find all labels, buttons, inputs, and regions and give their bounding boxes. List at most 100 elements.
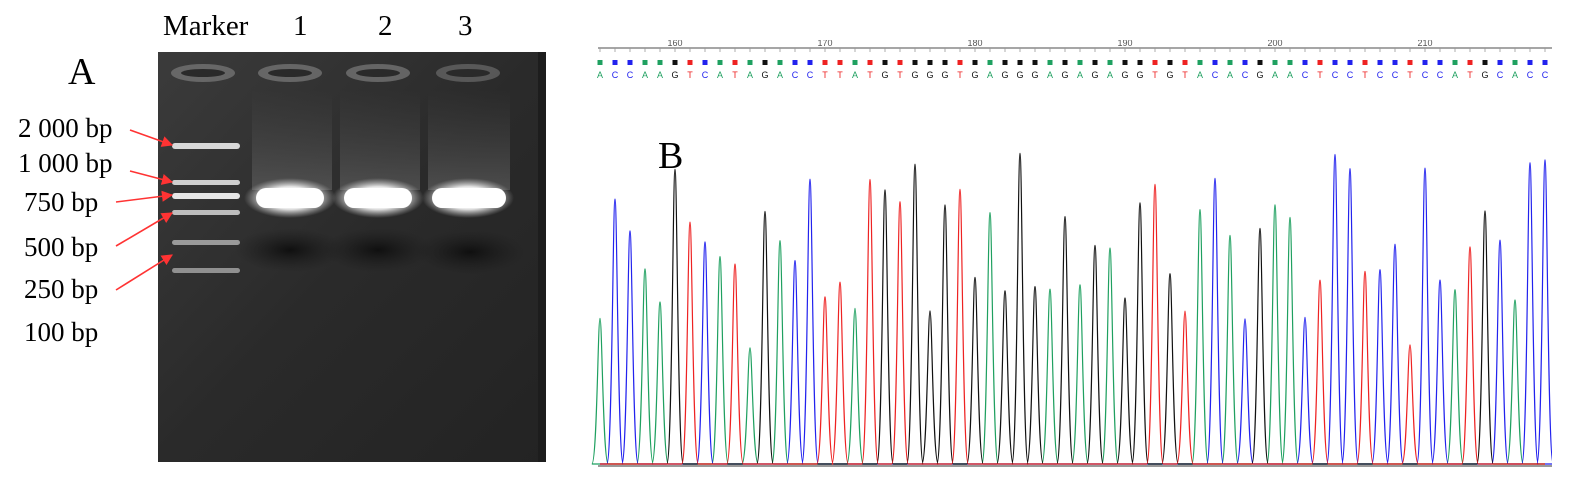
base-letter: T	[1362, 70, 1368, 80]
panel-a-letter: A	[68, 51, 96, 93]
lane-label-2: 2	[378, 10, 393, 42]
base-letter: C	[1347, 70, 1354, 80]
base-letter: T	[732, 70, 738, 80]
base-letter: C	[627, 70, 634, 80]
base-letter: G	[1031, 70, 1038, 80]
base-square	[1032, 60, 1038, 65]
base-square	[672, 60, 678, 65]
ruler: 160 170 180 190 200 210	[599, 40, 1546, 52]
ruler-number: 200	[1267, 40, 1282, 48]
base-square	[1317, 60, 1323, 65]
trace-T	[600, 178, 1545, 465]
base-letter: C	[1542, 70, 1549, 80]
base-letter: A	[642, 70, 648, 80]
base-letter: G	[671, 70, 678, 80]
base-square	[1107, 60, 1113, 65]
base-letter: G	[1016, 70, 1023, 80]
lane-label-3: 3	[458, 10, 473, 42]
base-square	[1227, 60, 1233, 65]
base-square	[612, 60, 618, 65]
base-square	[642, 60, 648, 65]
base-square	[1437, 60, 1443, 65]
ruler-number: 160	[667, 40, 682, 48]
base-letter: G	[881, 70, 888, 80]
base-square	[1182, 60, 1188, 65]
base-letter: C	[1437, 70, 1444, 80]
base-square	[1512, 60, 1518, 65]
base-square	[1017, 60, 1023, 65]
base-letter: T	[1407, 70, 1413, 80]
base-square	[957, 60, 963, 65]
base-letter: A	[747, 70, 753, 80]
base-square	[1212, 60, 1218, 65]
base-square	[867, 60, 873, 65]
base-square	[927, 60, 933, 65]
ladder-label-100: 100 bp	[24, 317, 99, 347]
base-square	[762, 60, 768, 65]
base-letter: A	[1047, 70, 1053, 80]
base-square	[1137, 60, 1143, 65]
base-letter: G	[926, 70, 933, 80]
base-letter: T	[897, 70, 903, 80]
gel-wells	[171, 64, 500, 82]
base-letter: C	[702, 70, 709, 80]
base-letter: A	[1272, 70, 1278, 80]
base-square	[627, 60, 633, 65]
base-letter: G	[1091, 70, 1098, 80]
base-letter: C	[1377, 70, 1384, 80]
base-square	[972, 60, 978, 65]
base-square	[717, 60, 723, 65]
ladder-pointer-arrows	[115, 129, 174, 291]
base-letter: T	[822, 70, 828, 80]
base-letter: T	[1467, 70, 1473, 80]
base-square	[852, 60, 858, 65]
base-letter: A	[852, 70, 858, 80]
base-letter: G	[1001, 70, 1008, 80]
base-letter: G	[1166, 70, 1173, 80]
base-square	[1152, 60, 1158, 65]
base-letter: A	[777, 70, 783, 80]
base-letter: T	[837, 70, 843, 80]
base-letter: T	[957, 70, 963, 80]
base-letter: T	[687, 70, 693, 80]
base-letter: C	[1497, 70, 1504, 80]
base-letter: G	[971, 70, 978, 80]
lane-label-1: 1	[293, 10, 308, 42]
base-letter: C	[1527, 70, 1534, 80]
base-square	[1257, 60, 1263, 65]
base-letter: G	[1481, 70, 1488, 80]
base-square	[807, 60, 813, 65]
marker-ladder-bands	[172, 143, 240, 273]
base-square	[1197, 60, 1203, 65]
base-letter: C	[612, 70, 619, 80]
base-call-squares	[597, 60, 1548, 65]
base-square	[1452, 60, 1458, 65]
ladder-label-2000: 2 000 bp	[18, 113, 113, 143]
base-letter: G	[1136, 70, 1143, 80]
base-square	[1077, 60, 1083, 65]
base-square	[1347, 60, 1353, 65]
base-square	[1272, 60, 1278, 65]
trace-G	[600, 152, 1545, 465]
base-square	[1167, 60, 1173, 65]
lane-label-marker: Marker	[163, 10, 249, 42]
base-square	[747, 60, 753, 65]
base-letter: A	[597, 70, 603, 80]
base-letter: C	[1242, 70, 1249, 80]
base-square	[1242, 60, 1248, 65]
panel-b-letter: B	[658, 135, 684, 177]
base-letter: G	[941, 70, 948, 80]
base-square	[1047, 60, 1053, 65]
base-letter: A	[1287, 70, 1293, 80]
base-square	[1407, 60, 1413, 65]
trace-C	[600, 153, 1552, 465]
base-square	[1542, 60, 1548, 65]
base-square	[1467, 60, 1473, 65]
base-square	[882, 60, 888, 65]
base-letter: A	[1227, 70, 1233, 80]
base-letter: T	[1182, 70, 1188, 80]
base-square	[702, 60, 708, 65]
base-square	[942, 60, 948, 65]
